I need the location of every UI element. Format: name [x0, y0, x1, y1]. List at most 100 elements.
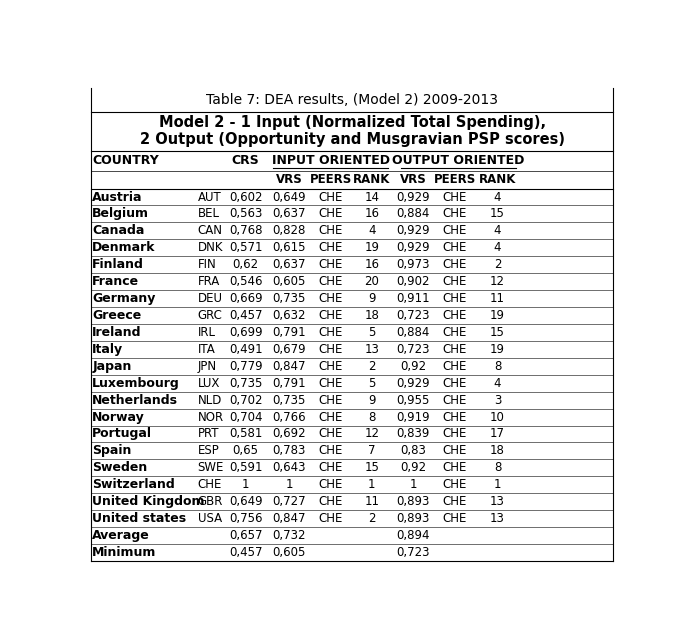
Text: 15: 15: [490, 326, 505, 339]
Text: 0,884: 0,884: [396, 208, 430, 220]
Text: 0,704: 0,704: [229, 411, 262, 423]
Text: GRC: GRC: [198, 309, 223, 322]
Text: Greece: Greece: [92, 309, 142, 322]
Text: 19: 19: [364, 241, 379, 254]
Text: 19: 19: [490, 309, 505, 322]
Text: 0,779: 0,779: [229, 360, 262, 373]
Text: 11: 11: [490, 292, 505, 305]
Text: Switzerland: Switzerland: [92, 479, 175, 491]
Text: 2: 2: [368, 512, 376, 525]
Text: 0,65: 0,65: [233, 444, 258, 458]
Text: CHE: CHE: [319, 224, 343, 237]
Text: 19: 19: [490, 343, 505, 356]
Text: CHE: CHE: [442, 326, 467, 339]
Text: CHE: CHE: [442, 292, 467, 305]
Text: ESP: ESP: [198, 444, 219, 458]
Text: 0,491: 0,491: [229, 343, 262, 356]
Text: 0,735: 0,735: [229, 377, 262, 390]
Text: CHE: CHE: [319, 512, 343, 525]
Text: CHE: CHE: [319, 427, 343, 441]
Text: 0,919: 0,919: [396, 411, 430, 423]
Text: 0,581: 0,581: [229, 427, 262, 441]
Text: 11: 11: [364, 495, 379, 508]
Text: 0,735: 0,735: [273, 292, 306, 305]
Text: 0,92: 0,92: [401, 360, 427, 373]
Text: 7: 7: [368, 444, 376, 458]
Text: PRT: PRT: [198, 427, 219, 441]
Text: FIN: FIN: [198, 258, 216, 271]
Text: CHE: CHE: [442, 495, 467, 508]
Text: CHE: CHE: [442, 512, 467, 525]
Text: 4: 4: [494, 377, 502, 390]
Text: 0,727: 0,727: [273, 495, 306, 508]
Text: CHE: CHE: [319, 461, 343, 474]
Text: 0,605: 0,605: [273, 275, 306, 288]
Text: IRL: IRL: [198, 326, 216, 339]
Text: 0,457: 0,457: [229, 546, 262, 559]
Text: 0,723: 0,723: [396, 546, 430, 559]
Text: CHE: CHE: [319, 309, 343, 322]
Text: 0,911: 0,911: [396, 292, 430, 305]
Text: ITA: ITA: [198, 343, 216, 356]
Text: 0,955: 0,955: [396, 394, 430, 406]
Text: Belgium: Belgium: [92, 208, 149, 220]
Text: CHE: CHE: [442, 479, 467, 491]
Text: Denmark: Denmark: [92, 241, 156, 254]
Text: 0,62: 0,62: [232, 258, 259, 271]
Text: 0,657: 0,657: [229, 529, 262, 542]
Text: 4: 4: [494, 241, 502, 254]
Text: CHE: CHE: [319, 241, 343, 254]
Text: 1: 1: [368, 479, 376, 491]
Text: CHE: CHE: [319, 360, 343, 373]
Text: COUNTRY: COUNTRY: [92, 154, 159, 167]
Text: CHE: CHE: [319, 191, 343, 204]
Text: Austria: Austria: [92, 191, 143, 204]
Text: 0,723: 0,723: [396, 309, 430, 322]
Text: CHE: CHE: [442, 275, 467, 288]
Text: 0,893: 0,893: [396, 495, 430, 508]
Text: 9: 9: [368, 292, 376, 305]
Text: CHE: CHE: [319, 292, 343, 305]
Text: 0,702: 0,702: [229, 394, 262, 406]
Text: 0,632: 0,632: [273, 309, 306, 322]
Text: 13: 13: [490, 495, 505, 508]
Text: NLD: NLD: [198, 394, 222, 406]
Text: 0,591: 0,591: [229, 461, 262, 474]
Text: 5: 5: [368, 377, 376, 390]
Text: Luxembourg: Luxembourg: [92, 377, 180, 390]
Text: 0,571: 0,571: [229, 241, 262, 254]
Text: 16: 16: [364, 258, 379, 271]
Text: CHE: CHE: [442, 224, 467, 237]
Text: Model 2 - 1 Input (Normalized Total Spending),
2 Output (Opportunity and Musgrav: Model 2 - 1 Input (Normalized Total Spen…: [139, 115, 565, 147]
Text: 8: 8: [494, 461, 501, 474]
Text: CHE: CHE: [442, 444, 467, 458]
Text: Spain: Spain: [92, 444, 132, 458]
Text: United Kingdom: United Kingdom: [92, 495, 205, 508]
Text: 16: 16: [364, 208, 379, 220]
Text: AUT: AUT: [198, 191, 221, 204]
Text: RANK: RANK: [353, 173, 390, 186]
Text: PEERS: PEERS: [433, 173, 476, 186]
Text: 17: 17: [490, 427, 505, 441]
Text: CHE: CHE: [442, 394, 467, 406]
Text: Portugal: Portugal: [92, 427, 153, 441]
Text: 0,929: 0,929: [396, 241, 430, 254]
Text: 0,735: 0,735: [273, 394, 306, 406]
Text: Table 7: DEA results, (Model 2) 2009-2013: Table 7: DEA results, (Model 2) 2009-201…: [206, 93, 498, 107]
Text: CHE: CHE: [442, 427, 467, 441]
Text: 15: 15: [490, 208, 505, 220]
Text: CHE: CHE: [442, 258, 467, 271]
Text: 0,457: 0,457: [229, 309, 262, 322]
Text: CHE: CHE: [319, 495, 343, 508]
Text: 0,649: 0,649: [273, 191, 306, 204]
Text: DEU: DEU: [198, 292, 223, 305]
Text: 0,563: 0,563: [229, 208, 262, 220]
Text: JPN: JPN: [198, 360, 217, 373]
Text: 18: 18: [364, 309, 379, 322]
Text: CHE: CHE: [319, 444, 343, 458]
Text: 12: 12: [364, 427, 379, 441]
Text: 3: 3: [494, 394, 501, 406]
Text: 0,847: 0,847: [273, 360, 306, 373]
Text: SWE: SWE: [198, 461, 224, 474]
Text: 0,643: 0,643: [273, 461, 306, 474]
